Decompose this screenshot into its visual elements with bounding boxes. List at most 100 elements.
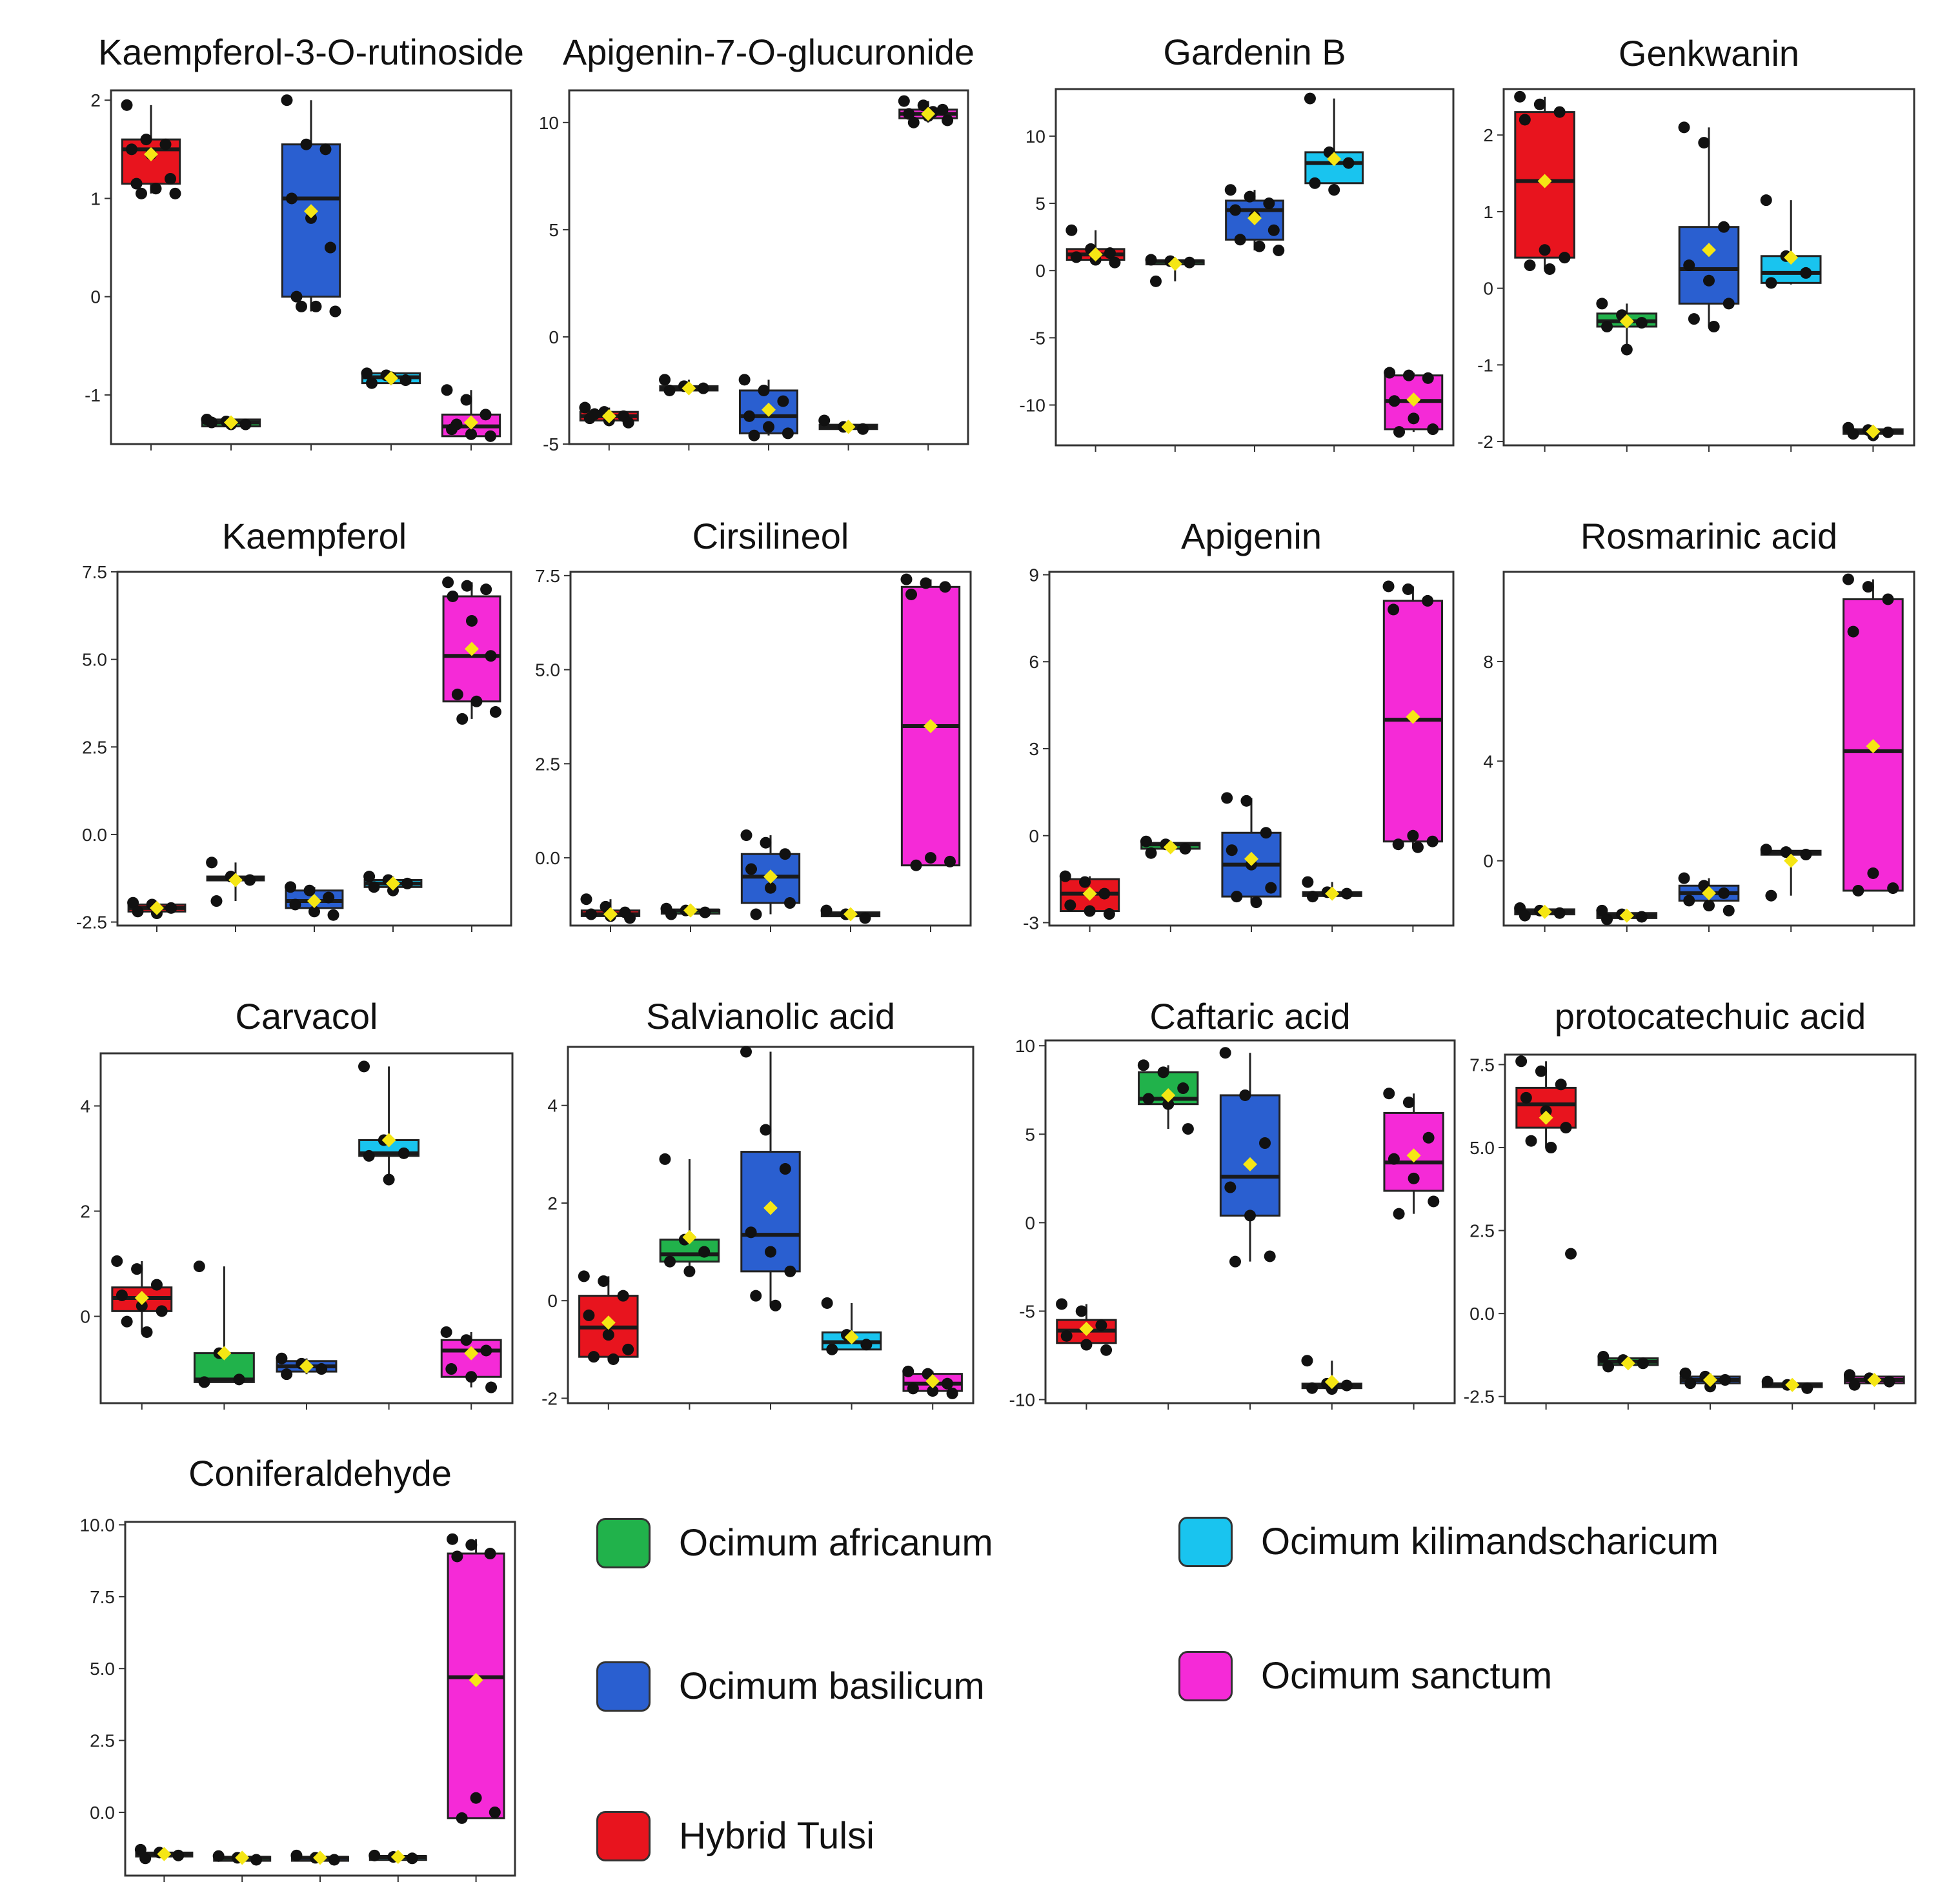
data-point — [622, 416, 634, 429]
data-point — [130, 177, 143, 190]
box-group-4 — [1302, 876, 1362, 932]
data-point — [210, 895, 223, 907]
data-point — [578, 1270, 590, 1282]
data-point — [1637, 1357, 1649, 1370]
box-group-1 — [127, 896, 187, 932]
data-point — [1760, 194, 1772, 207]
box-group-2 — [206, 856, 265, 932]
y-tick-label: 1 — [90, 188, 101, 208]
box-group-3 — [276, 1352, 338, 1410]
data-point — [1635, 911, 1648, 923]
data-point — [1718, 221, 1730, 233]
data-point — [1719, 1374, 1732, 1386]
data-point — [383, 1173, 395, 1186]
data-point — [1427, 423, 1439, 436]
data-point — [1064, 899, 1076, 911]
data-point — [1264, 1250, 1276, 1262]
data-point — [583, 1309, 595, 1321]
data-point — [310, 300, 322, 312]
mean-marker — [307, 894, 321, 909]
y-tick-label: 7.5 — [1469, 1055, 1495, 1075]
data-point — [1384, 367, 1396, 379]
data-point — [1393, 1208, 1405, 1220]
data-point — [1301, 1355, 1313, 1367]
mean-marker — [921, 106, 936, 121]
data-point — [290, 290, 303, 303]
data-point — [329, 305, 341, 318]
data-point — [1104, 247, 1116, 259]
mean-marker — [1244, 851, 1258, 866]
data-point — [1533, 98, 1546, 110]
y-tick-label: 5 — [549, 220, 559, 240]
box-group-2 — [1145, 254, 1205, 452]
box-group-2 — [659, 374, 719, 451]
data-point — [480, 409, 492, 421]
box-group-4 — [1304, 92, 1364, 452]
data-point — [1683, 259, 1695, 272]
data-point — [358, 1060, 370, 1073]
data-point — [1065, 224, 1078, 236]
box-group-1 — [111, 1255, 173, 1410]
chart-title: Genkwanin — [1619, 33, 1799, 74]
box-group-5 — [900, 573, 961, 932]
box-group-3 — [1678, 121, 1740, 452]
mean-marker — [469, 1673, 483, 1688]
y-tick-label: 0 — [1025, 1213, 1035, 1233]
mean-marker — [1163, 840, 1178, 855]
y-tick-label: 5 — [1035, 194, 1045, 214]
data-point — [1422, 594, 1434, 607]
mean-marker — [1784, 250, 1799, 265]
data-point — [1408, 1172, 1420, 1184]
mean-marker — [1866, 739, 1881, 754]
data-point — [451, 688, 463, 700]
data-point — [165, 902, 177, 914]
box-group-5 — [440, 1326, 502, 1410]
box-group-1 — [580, 893, 641, 932]
data-point — [206, 856, 218, 869]
data-point — [399, 374, 412, 387]
y-tick-label: 3 — [1029, 739, 1039, 759]
data-point — [1852, 884, 1864, 896]
data-point — [1103, 908, 1115, 920]
y-tick-label: 2 — [90, 90, 101, 110]
mean-marker — [464, 415, 478, 430]
panel-4: Genkwanin 2 1 0 -1 -2 — [1477, 33, 1915, 452]
data-point — [1080, 1339, 1093, 1351]
data-point — [442, 576, 454, 589]
box-group-2 — [212, 1850, 272, 1882]
data-point — [1229, 204, 1242, 216]
data-point — [285, 881, 297, 893]
mean-marker — [1702, 243, 1716, 258]
box-group-3 — [738, 374, 798, 451]
data-point — [480, 1344, 492, 1357]
data-point — [1800, 267, 1812, 279]
data-point — [1883, 1375, 1895, 1388]
data-point — [1545, 1142, 1557, 1153]
chart-title: Carvacol — [236, 996, 378, 1037]
data-point — [917, 99, 929, 112]
data-point — [1862, 581, 1874, 593]
data-point — [750, 908, 762, 920]
data-point — [1407, 829, 1419, 842]
data-point — [290, 1849, 303, 1861]
mean-marker — [1079, 1321, 1094, 1336]
data-point — [1393, 426, 1406, 438]
y-tick-label: 0 — [80, 1307, 90, 1327]
y-tick-label: 0 — [1035, 261, 1045, 281]
data-point — [131, 1263, 143, 1275]
data-point — [1273, 244, 1285, 256]
box-group-3 — [740, 829, 801, 932]
data-point — [1145, 254, 1157, 266]
chart-title: Kaempferol-3-O-rutinoside — [98, 32, 524, 72]
data-point — [607, 1353, 620, 1365]
y-tick-label: 0 — [549, 327, 559, 347]
data-point — [250, 1854, 263, 1866]
data-point — [289, 898, 301, 911]
y-tick-label: 5.0 — [1469, 1138, 1495, 1158]
data-point — [1601, 321, 1613, 332]
panel-5: Kaempferol 7.5 5.0 2.5 0.0 -2.5 — [76, 516, 512, 933]
chart-title: Caftaric acid — [1149, 996, 1350, 1037]
mean-marker — [299, 1359, 314, 1373]
data-point — [363, 1149, 375, 1162]
